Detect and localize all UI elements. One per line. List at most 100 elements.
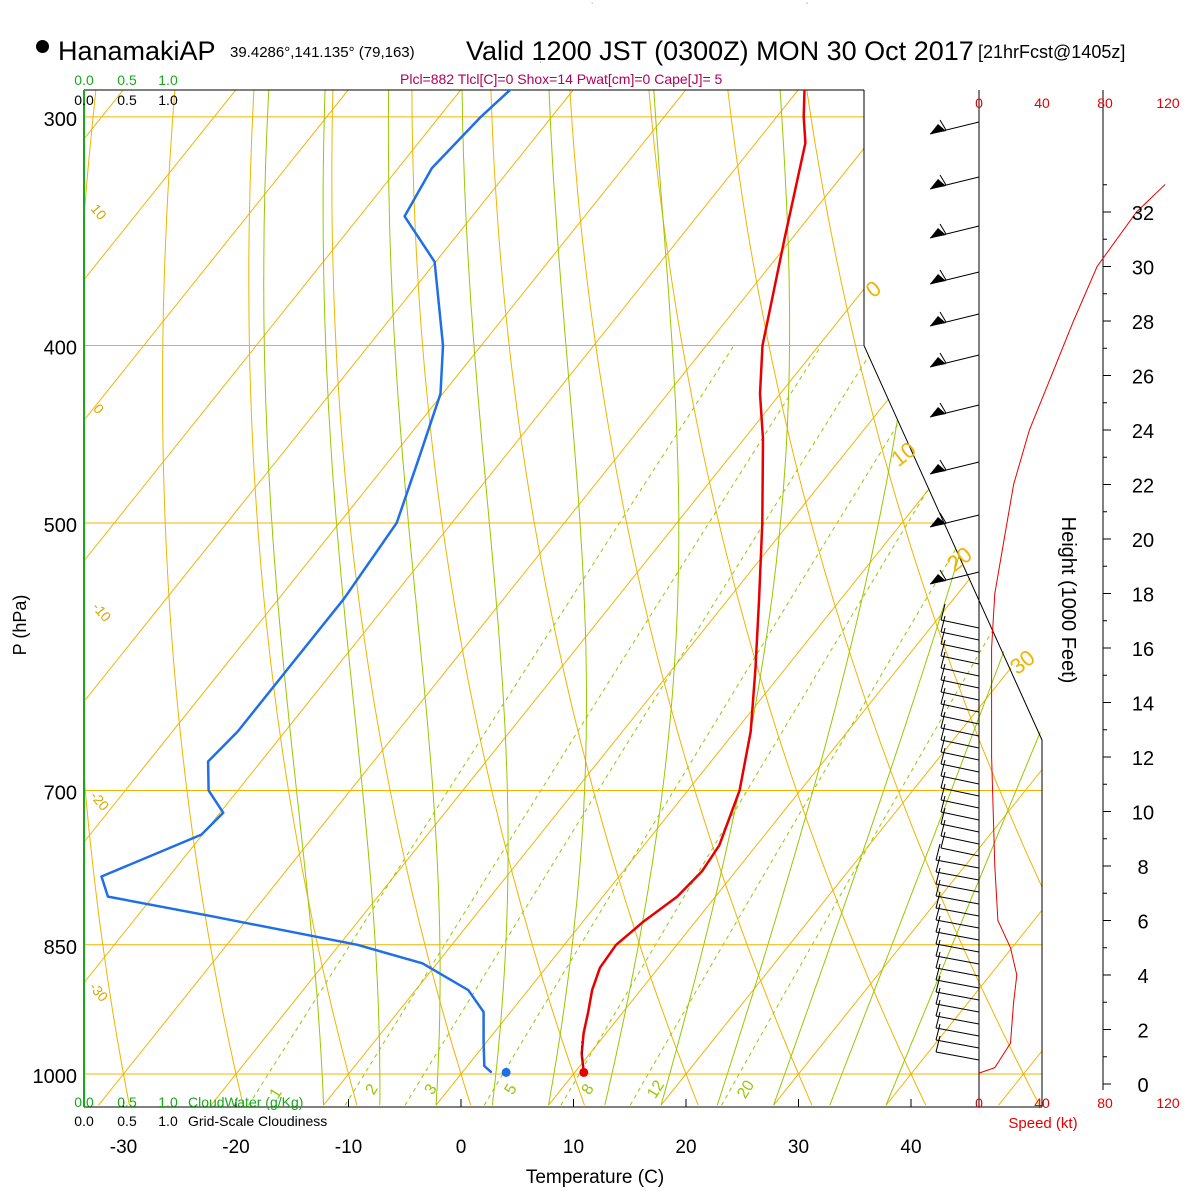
wind-speed-point [994, 593, 996, 594]
wind-barb-icon [940, 615, 980, 641]
dry-adiabat-label: -20 [87, 788, 112, 814]
isotherm-line [84, 90, 687, 843]
isotherm-line [84, 90, 349, 422]
dewpoint-point [539, 61, 541, 63]
height-tick-label: 6 [1137, 912, 1148, 934]
dewpoint-point [210, 915, 212, 917]
wind-barb-icon [940, 603, 980, 629]
parcel-path-line [580, 1041, 585, 1073]
wind-speed-point [991, 647, 993, 649]
wind-speed-point [1164, 184, 1166, 186]
wind-speed-point [1073, 320, 1074, 322]
moist-adiabat-line [660, 90, 791, 1106]
wind-speed-point [994, 1067, 996, 1069]
temperature-point [701, 870, 703, 872]
wind-barb-icon [940, 699, 980, 725]
dewpoint-point [439, 393, 441, 395]
height-tick-label: 30 [1132, 258, 1154, 280]
y-axis-title: P (hPa) [10, 595, 30, 656]
dewpoint-point [222, 812, 224, 814]
wind-barb-icon [940, 831, 980, 857]
dewpoint-point [288, 667, 290, 669]
barb-panel-background [864, 90, 1044, 740]
wind-barb-icon [935, 1035, 980, 1061]
wind-barb-icon [935, 855, 980, 881]
wind-barb-icon [940, 819, 980, 845]
mixing-ratio-label: 2 [363, 1081, 382, 1098]
wind-speed-point [1136, 211, 1137, 213]
temperature-point [750, 731, 752, 733]
wind-barb-icon [929, 352, 980, 368]
speed-bottom-tick: 40 [1034, 1095, 1050, 1111]
moist-adiabat-line [885, 726, 1042, 1106]
isotherm-line [84, 90, 574, 703]
moist-adiabat-line [548, 90, 587, 1106]
dry-adiabat-label: 0 [90, 401, 107, 417]
isotherm-line [323, 206, 1042, 1106]
temperature-point [718, 844, 720, 846]
height-tick-label: 0 [1137, 1075, 1148, 1097]
x-tick-label: 10 [563, 1137, 584, 1158]
wind-barb-icon [929, 512, 980, 528]
isotherm-line [1111, 0, 1200, 1105]
wind-barb-icon [940, 807, 980, 833]
pressure-tick-label: 1000 [33, 1066, 78, 1088]
height-tick-label: 28 [1132, 312, 1154, 334]
x-tick-label: -10 [335, 1137, 362, 1158]
station-dot-icon [36, 40, 49, 53]
dewpoint-point [442, 345, 444, 347]
pressure-tick-label: 400 [44, 338, 77, 360]
forecast-info: [21hrFcst@1405z] [978, 42, 1126, 62]
temperature-point [591, 989, 593, 991]
dewpoint-point [483, 1065, 485, 1067]
isotherm-line [84, 90, 462, 562]
temperature-point [803, 116, 805, 118]
wind-barb-icon [935, 939, 980, 965]
cloudiness-top-tick: 1.0 [158, 92, 178, 108]
dry-adiabat-label: 10 [88, 201, 110, 223]
dry-adiabat-line [0, 0, 40, 1105]
height-tick-label: 2 [1137, 1021, 1148, 1043]
temperature-point [615, 944, 617, 946]
speed-top-tick: 0 [975, 95, 983, 111]
pressure-tick-label: 700 [44, 782, 77, 804]
mixing-ratio-label: 3 [422, 1081, 441, 1098]
dewpoint-point [107, 896, 109, 898]
wind-barb-icon [940, 651, 980, 677]
surface-temperature-marker [579, 1067, 589, 1077]
wind-barb-icon [940, 747, 980, 773]
cloudiness-label: Grid-Scale Cloudiness [188, 1113, 327, 1129]
speed-axis-title: Speed (kt) [1008, 1115, 1077, 1132]
height-tick-label: 8 [1137, 857, 1148, 879]
moist-adiabat-line [387, 90, 441, 1106]
cloudiness-top-tick: 0.0 [74, 92, 94, 108]
dry-adiabat-line [331, 90, 472, 1106]
wind-barb-icon [929, 269, 980, 285]
wind-speed-point [997, 920, 999, 921]
x-tick-label: 0 [456, 1137, 467, 1158]
wind-barb-icon [940, 627, 980, 653]
wind-barb-icon [935, 987, 980, 1013]
dewpoint-point [480, 116, 482, 118]
wind-barb-icon [940, 675, 980, 701]
wind-speed-point [1028, 429, 1030, 431]
isotherm-line [0, 0, 19, 1105]
isotherm-line [84, 90, 237, 281]
wind-speed-point [1096, 266, 1098, 267]
dewpoint-point [467, 989, 469, 991]
temperature-point [762, 345, 764, 347]
isotherm-line [885, 909, 1042, 1106]
dry-adiabat-line [248, 90, 358, 1106]
wind-barb-icon [940, 735, 980, 761]
wind-speed-point [978, 1072, 980, 1074]
temperature-point [676, 896, 678, 898]
temperature-point [783, 238, 785, 240]
height-tick-label: 4 [1137, 966, 1148, 988]
dewpoint-profile-line [100, 90, 512, 1074]
dry-adiabat-line [162, 90, 244, 1106]
cloudwater-top-tick: 1.0 [158, 72, 178, 88]
x-tick-label: 30 [788, 1137, 809, 1158]
x-axis-title: Temperature (C) [526, 1167, 664, 1188]
mixing-ratio-line [483, 345, 947, 1106]
